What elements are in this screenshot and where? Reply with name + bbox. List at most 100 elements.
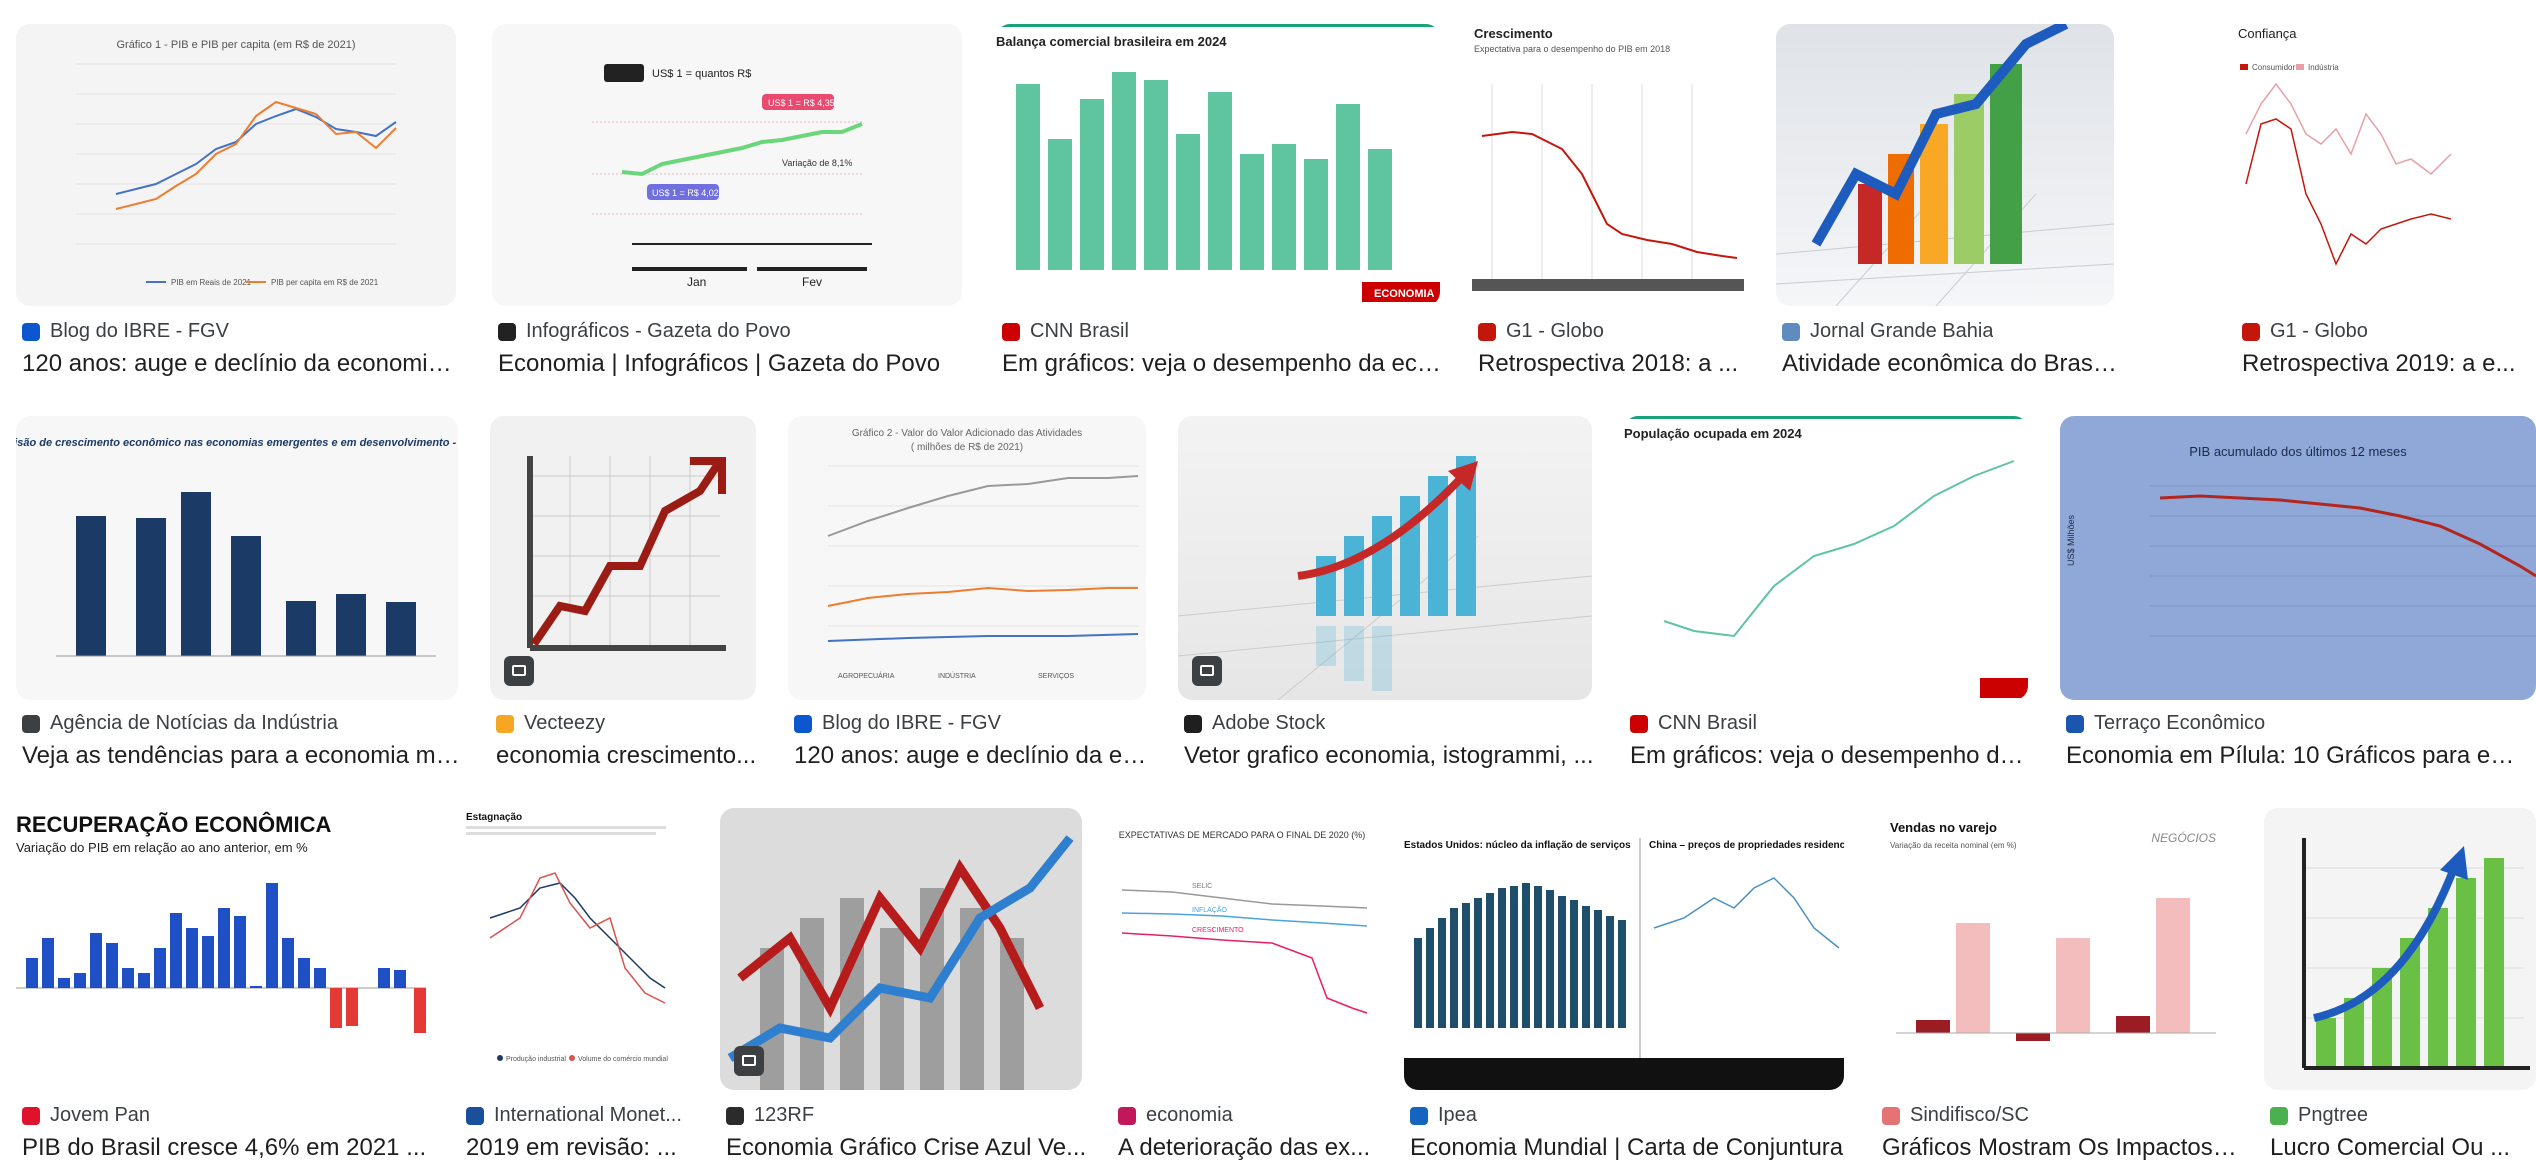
bar-chart-3d-image <box>1776 24 2114 306</box>
result-source: G1 - Globo <box>1478 320 1604 343</box>
svg-text:INFLAÇÃO: INFLAÇÃO <box>1192 905 1228 914</box>
result-title[interactable]: Gráficos Mostram Os Impactos ... <box>1882 1134 2238 1161</box>
source-name: Vecteezy <box>524 712 606 734</box>
result-source: Blog do IBRE - FGV <box>794 712 1001 735</box>
result-title[interactable]: Economia | Infográficos | Gazeta do Povo <box>498 350 941 377</box>
result-title[interactable]: economia crescimento... <box>496 742 757 769</box>
result-title[interactable]: Veja as tendências para a economia mu... <box>22 742 464 769</box>
result-title[interactable]: Em gráficos: veja o desempenho da eco... <box>1002 350 1446 377</box>
result-card[interactable]: Estados Unidos: núcleo da inflação de se… <box>1404 808 1844 1166</box>
result-card[interactable]: Pngtree Lucro Comercial Ou ... <box>2264 808 2536 1166</box>
svg-text:Confiança: Confiança <box>2238 26 2297 41</box>
result-title[interactable]: Vetor grafico economia, istogrammi, ... <box>1184 742 1594 769</box>
source-name: Terraço Econômico <box>2094 712 2266 734</box>
source-favicon-icon <box>1184 714 1202 733</box>
result-source: Infográficos - Gazeta do Povo <box>498 320 791 343</box>
result-thumbnail[interactable]: PIB acumulado dos últimos 12 meses US$ M… <box>2060 416 2536 700</box>
result-card[interactable]: Estagnação Produção industrial Volume do… <box>460 808 688 1166</box>
result-card[interactable]: RECUPERAÇÃO ECONÔMICA Variação do PIB em… <box>16 808 426 1166</box>
image-badge-icon <box>734 1046 764 1076</box>
result-thumbnail[interactable]: RECUPERAÇÃO ECONÔMICA Variação do PIB em… <box>16 808 426 1090</box>
bar-chart-3d-image <box>1178 456 1592 700</box>
svg-text:( milhões de R$ de 2021): ( milhões de R$ de 2021) <box>911 442 1023 453</box>
result-title[interactable]: A deterioração das ex... <box>1118 1134 1371 1161</box>
result-thumbnail[interactable]: População ocupada em 2024 <box>1624 416 2028 700</box>
result-title[interactable]: Lucro Comercial Ou ... <box>2270 1134 2511 1161</box>
source-favicon-icon <box>22 714 40 733</box>
svg-text:Previsão de crescimento econôm: Previsão de crescimento econômico nas ec… <box>16 437 458 449</box>
result-source: Agência de Notícias da Indústria <box>22 712 338 735</box>
svg-text:PIB acumulado dos últimos 12 m: PIB acumulado dos últimos 12 meses <box>2189 444 2407 459</box>
result-card[interactable]: 123RF Economia Gráfico Crise Azul Ve... <box>720 808 1086 1166</box>
result-title[interactable]: Retrospectiva 2018: a ... <box>1478 350 1739 377</box>
result-thumbnail[interactable]: Gráfico 1 - PIB e PIB per capita (em R$ … <box>16 24 456 306</box>
result-thumbnail[interactable]: Balança comercial brasileira em 2024 ECO… <box>996 24 1440 306</box>
svg-text:SELIC: SELIC <box>1192 883 1212 890</box>
result-card[interactable]: Gráfico 2 - Valor do Valor Adicionado da… <box>788 416 1152 776</box>
source-name: G1 - Globo <box>2270 320 2368 342</box>
result-card[interactable]: US$ 1 = quantos R$ US$ 1 = R$ 4,35 US$ 1… <box>492 24 962 384</box>
result-thumbnail[interactable]: Estados Unidos: núcleo da inflação de se… <box>1404 808 1844 1090</box>
svg-text:Gráfico 1 - PIB e PIB per capi: Gráfico 1 - PIB e PIB per capita (em R$ … <box>116 39 355 51</box>
result-source: G1 - Globo <box>2242 320 2368 343</box>
result-thumbnail[interactable] <box>490 416 756 700</box>
result-card[interactable]: EXPECTATIVAS DE MERCADO PARA O FINAL DE … <box>1112 808 1372 1166</box>
growth-chart-illustration <box>527 456 726 651</box>
source-name: economia <box>1146 1104 1233 1126</box>
result-title[interactable]: 2019 em revisão: ... <box>466 1134 677 1161</box>
svg-text:SERVIÇOS: SERVIÇOS <box>1038 673 1074 680</box>
svg-text:População ocupada em 2024: População ocupada em 2024 <box>1624 426 1803 441</box>
result-card[interactable]: Previsão de crescimento econômico nas ec… <box>16 416 464 776</box>
source-favicon-icon <box>22 1106 40 1125</box>
result-card[interactable]: Vendas no varejo Variação da receita nom… <box>1876 808 2238 1166</box>
result-card[interactable]: Adobe Stock Vetor grafico economia, isto… <box>1178 416 1594 776</box>
result-thumbnail[interactable] <box>2264 808 2536 1090</box>
svg-text:CRESCIMENTO: CRESCIMENTO <box>1192 927 1244 934</box>
source-name: Jornal Grande Bahia <box>1810 320 1994 342</box>
result-title[interactable]: Retrospectiva 2019: a e... <box>2242 350 2516 377</box>
result-title[interactable]: Economia em Pílula: 10 Gráficos para ent… <box>2066 742 2524 769</box>
result-title[interactable]: Em gráficos: veja o desempenho da ... <box>1630 742 2034 769</box>
result-card[interactable]: Vecteezy economia crescimento... <box>490 416 756 776</box>
result-card[interactable]: População ocupada em 2024 CNN Brasil Em … <box>1624 416 2034 776</box>
result-title[interactable]: 120 anos: auge e declínio da economia ..… <box>22 350 462 377</box>
result-thumbnail[interactable]: Previsão de crescimento econômico nas ec… <box>16 416 458 700</box>
result-thumbnail[interactable]: Vendas no varejo Variação da receita nom… <box>1876 808 2232 1090</box>
source-name: Blog do IBRE - FGV <box>822 712 1001 734</box>
result-thumbnail[interactable] <box>1776 24 2114 306</box>
result-thumbnail[interactable]: Confiança Consumidor Indústria <box>2236 24 2536 306</box>
chart-thumbnail: EXPECTATIVAS DE MERCADO PARA O FINAL DE … <box>1119 830 1368 1014</box>
result-source: Terraço Econômico <box>2066 712 2265 735</box>
result-card[interactable]: Balança comercial brasileira em 2024 ECO… <box>996 24 1446 384</box>
chart-thumbnail: Vendas no varejo Variação da receita nom… <box>1890 820 2216 1041</box>
result-card[interactable]: Gráfico 1 - PIB e PIB per capita (em R$ … <box>16 24 462 384</box>
result-thumbnail[interactable] <box>1178 416 1592 700</box>
result-card[interactable]: Jornal Grande Bahia Atividade econômica … <box>1776 24 2120 384</box>
source-name: 123RF <box>754 1104 815 1126</box>
result-card[interactable]: PIB acumulado dos últimos 12 meses US$ M… <box>2060 416 2536 776</box>
result-title[interactable]: 120 anos: auge e declínio da ec... <box>794 742 1152 769</box>
chart-thumbnail: US$ 1 = quantos R$ US$ 1 = R$ 4,35 US$ 1… <box>592 64 872 289</box>
result-thumbnail[interactable] <box>720 808 1082 1090</box>
result-thumbnail[interactable]: Crescimento Expectativa para o desempenh… <box>1472 24 1744 306</box>
result-thumbnail[interactable]: EXPECTATIVAS DE MERCADO PARA O FINAL DE … <box>1112 808 1372 1090</box>
source-name: Jovem Pan <box>50 1104 151 1126</box>
result-source: 123RF <box>726 1104 814 1127</box>
result-card[interactable]: Crescimento Expectativa para o desempenh… <box>1472 24 1744 384</box>
result-title[interactable]: Economia Gráfico Crise Azul Ve... <box>726 1134 1087 1161</box>
result-title[interactable]: Economia Mundial | Carta de Conjuntura <box>1410 1134 1844 1161</box>
result-title[interactable]: PIB do Brasil cresce 4,6% em 2021 ... <box>22 1134 427 1161</box>
source-favicon-icon <box>2242 322 2260 341</box>
svg-text:Vendas no varejo: Vendas no varejo <box>1890 820 1997 835</box>
source-favicon-icon <box>1410 1106 1428 1125</box>
result-source: economia <box>1118 1104 1233 1127</box>
result-thumbnail[interactable]: Estagnação Produção industrial Volume do… <box>460 808 688 1090</box>
result-card[interactable]: Confiança Consumidor Indústria G1 - Glob… <box>2236 24 2536 384</box>
result-title[interactable]: Atividade econômica do Brasil cresceu... <box>1782 350 2120 377</box>
result-thumbnail[interactable]: US$ 1 = quantos R$ US$ 1 = R$ 4,35 US$ 1… <box>492 24 962 306</box>
result-source: Adobe Stock <box>1184 712 1325 735</box>
svg-text:PIB em Reais de 2021: PIB em Reais de 2021 <box>171 278 252 287</box>
result-thumbnail[interactable]: Gráfico 2 - Valor do Valor Adicionado da… <box>788 416 1146 700</box>
svg-text:Crescimento: Crescimento <box>1474 26 1553 41</box>
svg-text:Fev: Fev <box>802 275 822 289</box>
